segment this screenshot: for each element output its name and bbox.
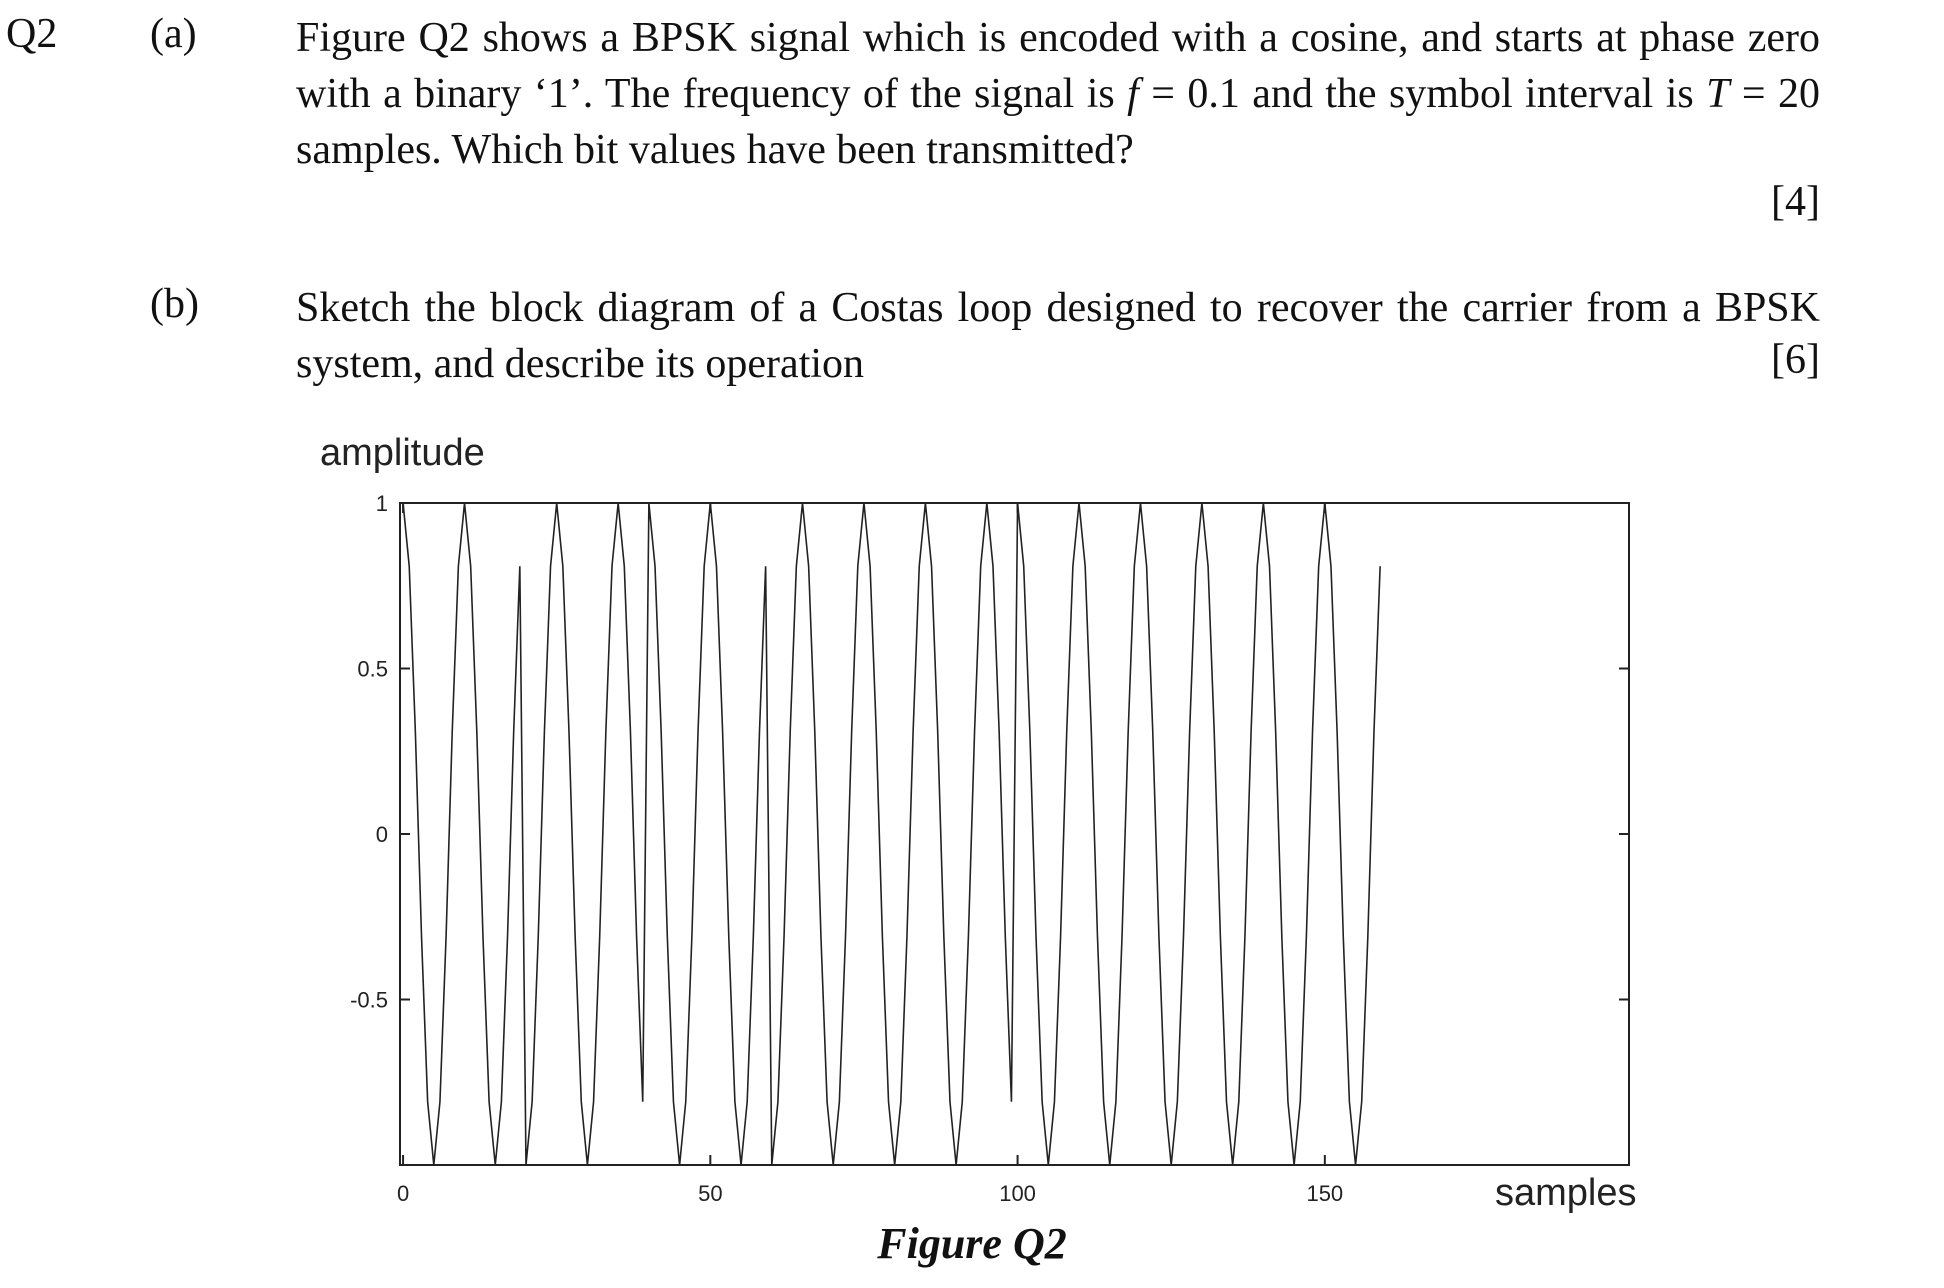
y-tick-label: 0.5 — [357, 657, 388, 682]
x-axis-label: samples — [1495, 1172, 1637, 1214]
part-a-text-1: Figure Q2 shows a BPSK signal which is e… — [296, 15, 1820, 117]
part-a-text-2: = 0.1 and the symbol interval is — [1138, 71, 1707, 117]
figure-caption: Figure Q2 — [877, 1219, 1067, 1268]
part-a-marks: [4] — [1771, 179, 1820, 225]
frequency-symbol: f — [1127, 71, 1139, 117]
axis-tick-labels: 1 0.5 0 -0.5 0 50 100 150 — [350, 491, 1343, 1206]
signal-series-line — [402, 502, 1381, 1166]
x-tick-label: 0 — [397, 1181, 409, 1206]
part-a-text: Figure Q2 shows a BPSK signal which is e… — [296, 10, 1820, 178]
part-b-marks: [6] — [1771, 337, 1820, 383]
y-tick-label: 0 — [376, 822, 388, 847]
signal-trace — [402, 502, 1381, 1166]
part-b-label: (b) — [150, 281, 199, 327]
y-tick-label: 1 — [376, 491, 388, 516]
x-tick-label: 150 — [1306, 1181, 1343, 1206]
x-tick-label: 100 — [999, 1181, 1036, 1206]
part-a-text-3: = 20 samples. Which bit values have been… — [296, 71, 1820, 173]
question-number: Q2 — [6, 11, 58, 57]
y-axis-label: amplitude — [320, 432, 485, 474]
y-tick-label: -0.5 — [350, 988, 388, 1013]
x-tick-label: 50 — [698, 1181, 722, 1206]
part-b-text: Sketch the block diagram of a Costas loo… — [296, 285, 1820, 387]
part-a-label: (a) — [150, 11, 197, 57]
symbol-interval-symbol: T — [1706, 71, 1730, 117]
